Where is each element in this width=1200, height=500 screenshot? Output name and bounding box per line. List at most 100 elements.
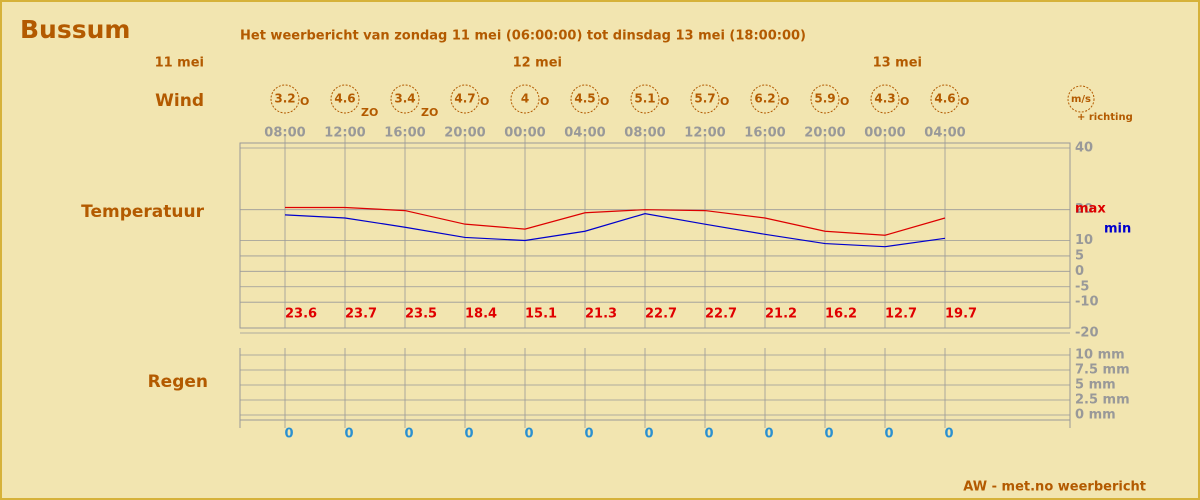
- rain-value: 0: [764, 427, 773, 442]
- rain-value: 0: [584, 427, 593, 442]
- temp-frame: [239, 142, 1071, 329]
- rain-value: 0: [944, 427, 953, 442]
- wind-circle: [630, 84, 660, 114]
- temp-value-label: 23.7: [345, 307, 377, 322]
- wind-circle: [810, 84, 840, 114]
- time-label: 08:00: [624, 126, 665, 141]
- temp-value-label: 22.7: [645, 307, 677, 322]
- wind-speed: 5.9: [814, 92, 835, 106]
- temp-value-label: 23.5: [405, 307, 437, 322]
- rain-label: Regen: [148, 372, 208, 392]
- wind-circle: [870, 84, 900, 114]
- wind-speed: 4.5: [574, 92, 595, 106]
- wind-speed: 5.1: [634, 92, 655, 106]
- temp-line: [285, 206, 946, 236]
- rain-value: 0: [884, 427, 893, 442]
- time-label: 12:00: [324, 126, 365, 141]
- temp-value-label: 21.3: [585, 307, 617, 322]
- y-tick-label: 10 mm: [1075, 348, 1125, 363]
- wind-circle: [930, 84, 960, 114]
- time-label: 08:00: [264, 126, 305, 141]
- wind-direction: O: [660, 95, 669, 108]
- wind-direction: O: [780, 95, 789, 108]
- wind-speed: 3.4: [394, 92, 415, 106]
- time-label: 00:00: [864, 126, 905, 141]
- rain-value: 0: [644, 427, 653, 442]
- footer: AW - met.no weerbericht: [963, 480, 1146, 495]
- temp-value-label: 15.1: [525, 307, 557, 322]
- wind-circle: [570, 84, 600, 114]
- time-label: 20:00: [444, 126, 485, 141]
- y-tick-label: 7.5 mm: [1075, 363, 1130, 378]
- wind-circle: [510, 84, 540, 114]
- legend-entry: max: [1075, 202, 1106, 217]
- wind-circle: [390, 84, 420, 114]
- wind-direction: O: [840, 95, 849, 108]
- y-tick-label: 0: [1075, 264, 1084, 279]
- temp-value-label: 16.2: [825, 307, 857, 322]
- wind-circle: [690, 84, 720, 114]
- title: Bussum: [20, 15, 130, 44]
- y-tick-label: -20: [1075, 326, 1099, 341]
- temp-value-label: 19.7: [945, 307, 977, 322]
- y-tick-label: -10: [1075, 295, 1099, 310]
- subtitle: Het weerbericht van zondag 11 mei (06:00…: [240, 29, 806, 44]
- wind-unit: m/s: [1071, 94, 1091, 105]
- y-tick-label: 5 mm: [1075, 378, 1116, 393]
- time-label: 20:00: [804, 126, 845, 141]
- wind-speed: 4.6: [934, 92, 955, 106]
- temp-label: Temperatuur: [81, 202, 204, 222]
- day-label: 12 mei: [513, 56, 562, 71]
- wind-direction: O: [600, 95, 609, 108]
- wind-circle: [750, 84, 780, 114]
- wind-direction: O: [300, 95, 309, 108]
- wind-direction: O: [540, 95, 549, 108]
- wind-speed: 4.7: [454, 92, 475, 106]
- y-tick-label: 20: [1075, 202, 1093, 217]
- rain-value: 0: [404, 427, 413, 442]
- wind-direction: ZO: [421, 106, 438, 119]
- time-label: 12:00: [684, 126, 725, 141]
- wind-circle: [270, 84, 300, 114]
- day-label: 13 mei: [873, 56, 922, 71]
- rain-value: 0: [524, 427, 533, 442]
- y-tick-label: 5: [1075, 248, 1084, 263]
- legend-entry: min: [1104, 222, 1131, 237]
- wind-circle: [450, 84, 480, 114]
- wind-direction: O: [720, 95, 729, 108]
- wind-direction: O: [480, 95, 489, 108]
- y-tick-label: 10: [1075, 233, 1093, 248]
- wind-speed: 4.3: [874, 92, 895, 106]
- wind-circle: [330, 84, 360, 114]
- y-tick-label: 40: [1075, 141, 1093, 156]
- wind-direction: ZO: [361, 106, 378, 119]
- temp-value-label: 12.7: [885, 307, 917, 322]
- temp-value-label: 21.2: [765, 307, 797, 322]
- rain-value: 0: [464, 427, 473, 442]
- y-tick-label: 2.5 mm: [1075, 393, 1130, 408]
- time-label: 00:00: [504, 126, 545, 141]
- rain-value: 0: [284, 427, 293, 442]
- wind-speed: 3.2: [274, 92, 295, 106]
- day-label: 11 mei: [155, 56, 204, 71]
- wind-speed: 6.2: [754, 92, 775, 106]
- wind-label: Wind: [155, 91, 204, 111]
- rain-value: 0: [344, 427, 353, 442]
- rain-value: 0: [824, 427, 833, 442]
- wind-unit-note: + richting: [1077, 112, 1133, 123]
- wind-speed: 5.7: [694, 92, 715, 106]
- temp-value-label: 22.7: [705, 307, 737, 322]
- temp-value-label: 23.6: [285, 307, 317, 322]
- y-tick-label: -5: [1075, 279, 1089, 294]
- time-label: 04:00: [564, 126, 605, 141]
- rain-value: 0: [704, 427, 713, 442]
- wind-speed: 4: [521, 92, 529, 106]
- time-label: 04:00: [924, 126, 965, 141]
- wind-direction: O: [900, 95, 909, 108]
- time-label: 16:00: [744, 126, 785, 141]
- temp-line: [284, 213, 946, 248]
- time-label: 16:00: [384, 126, 425, 141]
- temp-value-label: 18.4: [465, 307, 497, 322]
